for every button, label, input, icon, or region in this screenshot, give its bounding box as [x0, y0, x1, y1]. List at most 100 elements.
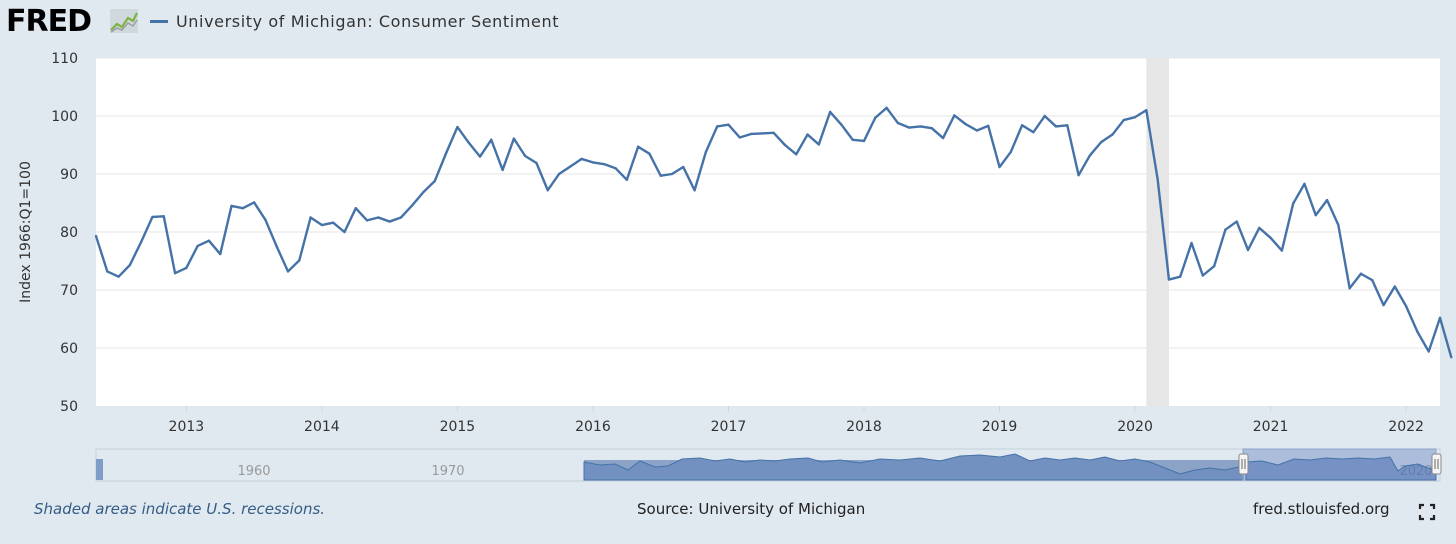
data-point [196, 244, 199, 248]
navigator-left-handle-area [96, 459, 103, 480]
y-axis-label: Index 1966:Q1=100 [18, 161, 34, 303]
data-point [580, 157, 583, 161]
navigator-right-handle[interactable] [1431, 453, 1442, 475]
data-point [896, 121, 900, 125]
data-point [727, 123, 730, 126]
data-point [309, 216, 312, 219]
fullscreen-icon[interactable] [1418, 503, 1436, 521]
data-point [1359, 272, 1363, 275]
chart-legend: University of Michigan: Consumer Sentime… [150, 10, 559, 32]
data-point [241, 207, 245, 210]
x-tick-label-2017: 2017 [711, 419, 747, 435]
x-tick-label-2021: 2021 [1253, 419, 1289, 435]
y-tick-label-50: 50 [60, 399, 78, 415]
data-point [828, 110, 832, 114]
data-point [1043, 114, 1046, 118]
data-point [1416, 330, 1419, 333]
data-point [343, 230, 346, 234]
data-point [625, 178, 629, 181]
data-point [1269, 236, 1272, 239]
data-point [298, 259, 301, 262]
data-point [1438, 316, 1442, 320]
data-point [749, 132, 753, 136]
data-point [557, 172, 561, 176]
data-point [1145, 109, 1148, 112]
data-point [569, 165, 572, 168]
data-point [1054, 125, 1058, 128]
data-point [1201, 274, 1205, 277]
data-point [851, 138, 854, 141]
data-point [456, 125, 459, 129]
data-point [715, 125, 719, 128]
y-gridlines [96, 57, 1440, 349]
data-point [1337, 223, 1340, 227]
data-point [998, 165, 1001, 169]
recession-note: Shaded areas indicate U.S. recessions. [34, 500, 326, 518]
data-point [185, 266, 188, 270]
data-point [693, 189, 696, 192]
data-point [490, 138, 493, 141]
data-point [128, 263, 132, 267]
data-point [512, 137, 516, 140]
data-point [1212, 265, 1216, 268]
data-point [422, 190, 425, 194]
data-point [1020, 124, 1024, 127]
data-point [1235, 220, 1238, 223]
data-point [1450, 356, 1453, 359]
data-point [411, 204, 414, 207]
data-point [614, 167, 617, 170]
fred-graph-icon [110, 9, 138, 33]
data-point [648, 152, 651, 155]
data-point [772, 131, 775, 135]
data-point [546, 189, 549, 192]
data-point [603, 162, 606, 166]
data-point [1224, 228, 1227, 231]
data-point [591, 161, 595, 164]
data-point [320, 223, 324, 227]
y-tick-labels: 50 60 70 80 90 100 110 [51, 51, 78, 415]
x-tick-label-2019: 2019 [982, 419, 1018, 435]
data-point [636, 145, 640, 148]
navigator-left-handle[interactable] [1238, 453, 1249, 475]
x-tick-label-2015: 2015 [440, 419, 476, 435]
x-tick-label-2016: 2016 [575, 419, 611, 435]
data-point [840, 123, 843, 126]
data-point [173, 271, 177, 275]
y-tick-label-80: 80 [60, 225, 78, 241]
fred-logo[interactable]: FRED [6, 4, 92, 39]
data-point [975, 129, 979, 132]
range-navigator[interactable]: 1960197019801990200020102020 [95, 448, 1442, 482]
data-point [953, 114, 956, 117]
navigator-mini-series [583, 453, 1244, 481]
data-point [1190, 241, 1193, 245]
x-tick-label-2020: 2020 [1117, 419, 1153, 435]
data-point [1133, 115, 1137, 119]
data-point [219, 252, 222, 256]
data-point [1122, 118, 1125, 122]
x-tick-label-2018: 2018 [846, 419, 882, 435]
data-point [941, 136, 945, 140]
data-point [761, 132, 764, 135]
x-tick-label-2013: 2013 [169, 419, 205, 435]
fred-url-link[interactable]: fred.stlouisfed.org [1253, 500, 1390, 518]
data-point [207, 239, 211, 242]
data-point [331, 221, 335, 224]
data-point [106, 270, 109, 273]
data-point [535, 161, 538, 165]
data-point [399, 216, 403, 219]
data-point [930, 126, 933, 130]
data-point [264, 218, 267, 222]
data-point [806, 133, 809, 136]
data-point [1167, 278, 1171, 281]
data-point [523, 154, 527, 158]
y-tick-label-70: 70 [60, 283, 78, 299]
data-point [659, 174, 662, 177]
data-point [907, 126, 911, 129]
data-point [1258, 226, 1261, 230]
data-point [885, 106, 888, 110]
navigator-decade-label-1960: 1960 [237, 464, 270, 479]
data-point [817, 143, 821, 146]
data-point [919, 125, 922, 128]
data-point [1291, 202, 1295, 205]
